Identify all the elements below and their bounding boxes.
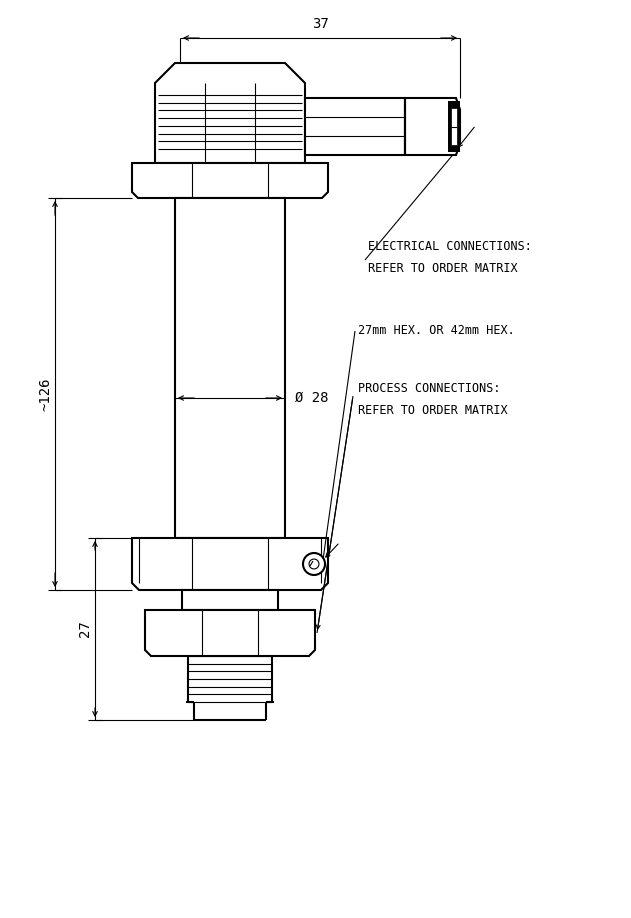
Bar — [182, 590, 278, 610]
Polygon shape — [145, 610, 315, 656]
Text: Ø 28: Ø 28 — [295, 391, 329, 405]
Circle shape — [303, 553, 325, 575]
Polygon shape — [132, 538, 328, 590]
Polygon shape — [155, 63, 305, 163]
Polygon shape — [132, 163, 328, 198]
Polygon shape — [405, 98, 460, 155]
Text: REFER TO ORDER MATRIX: REFER TO ORDER MATRIX — [368, 262, 517, 274]
Circle shape — [309, 559, 319, 569]
Bar — [448, 101, 460, 152]
Bar — [451, 108, 457, 145]
Text: 27mm HEX. OR 42mm HEX.: 27mm HEX. OR 42mm HEX. — [358, 324, 515, 338]
Bar — [305, 98, 405, 155]
Text: ~126: ~126 — [38, 377, 52, 410]
Text: REFER TO ORDER MATRIX: REFER TO ORDER MATRIX — [358, 404, 507, 417]
Text: PROCESS CONNECTIONS:: PROCESS CONNECTIONS: — [358, 382, 500, 395]
Bar — [175, 198, 285, 538]
Text: 37: 37 — [312, 17, 328, 31]
Text: 27: 27 — [78, 621, 92, 637]
Text: ELECTRICAL CONNECTIONS:: ELECTRICAL CONNECTIONS: — [368, 240, 532, 252]
